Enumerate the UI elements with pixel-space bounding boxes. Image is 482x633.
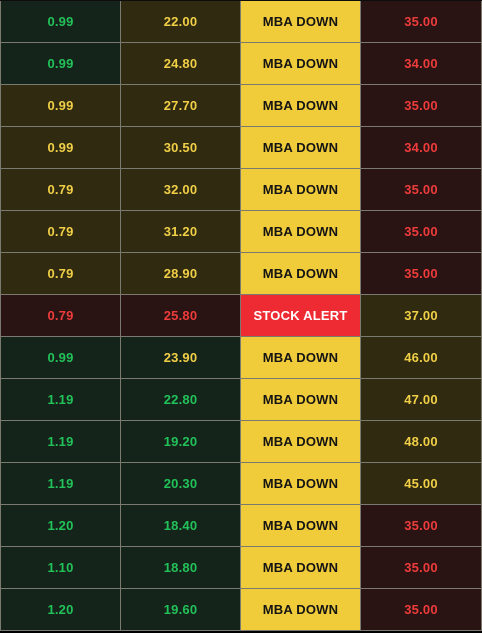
status-badge: MBA DOWN [241,379,361,421]
status-badge: MBA DOWN [241,43,361,85]
cell-col1: 0.79 [0,169,121,211]
cell-col4: 46.00 [361,337,482,379]
cell-col1: 0.79 [0,211,121,253]
cell-col2: 25.80 [121,295,241,337]
cell-col4: 34.00 [361,43,482,85]
cell-col1: 1.19 [0,379,121,421]
cell-col2: 23.90 [121,337,241,379]
cell-col2: 19.20 [121,421,241,463]
stock-alert-badge: STOCK ALERT [241,295,361,337]
cell-col1: 1.19 [0,421,121,463]
cell-col2: 19.60 [121,589,241,631]
cell-col4: 35.00 [361,505,482,547]
cell-col2: 27.70 [121,85,241,127]
cell-col4: 47.00 [361,379,482,421]
cell-col2: 22.80 [121,379,241,421]
status-badge: MBA DOWN [241,127,361,169]
cell-col2: 22.00 [121,1,241,43]
cell-col4: 35.00 [361,253,482,295]
cell-col2: 32.00 [121,169,241,211]
status-badge: MBA DOWN [241,505,361,547]
status-badge: MBA DOWN [241,589,361,631]
cell-col4: 37.00 [361,295,482,337]
status-badge: MBA DOWN [241,463,361,505]
status-badge: MBA DOWN [241,85,361,127]
cell-col1: 0.99 [0,43,121,85]
cell-col1: 0.99 [0,127,121,169]
cell-col2: 24.80 [121,43,241,85]
status-badge: MBA DOWN [241,421,361,463]
cell-col2: 18.40 [121,505,241,547]
cell-col4: 35.00 [361,1,482,43]
status-badge: MBA DOWN [241,169,361,211]
cell-col2: 30.50 [121,127,241,169]
status-badge: MBA DOWN [241,337,361,379]
cell-col4: 35.00 [361,211,482,253]
cell-col1: 1.20 [0,589,121,631]
cell-col4: 34.00 [361,127,482,169]
cell-col1: 0.79 [0,253,121,295]
cell-col4: 48.00 [361,421,482,463]
cell-col1: 1.10 [0,547,121,589]
cell-col4: 35.00 [361,589,482,631]
cell-col1: 1.20 [0,505,121,547]
cell-col4: 35.00 [361,169,482,211]
status-badge: MBA DOWN [241,1,361,43]
cell-col1: 0.99 [0,337,121,379]
cell-col1: 0.79 [0,295,121,337]
cell-col4: 45.00 [361,463,482,505]
status-badge: MBA DOWN [241,547,361,589]
cell-col1: 1.19 [0,463,121,505]
status-badge: MBA DOWN [241,253,361,295]
cell-col2: 18.80 [121,547,241,589]
cell-col1: 0.99 [0,85,121,127]
cell-col2: 31.20 [121,211,241,253]
cell-col1: 0.99 [0,1,121,43]
cell-col4: 35.00 [361,85,482,127]
cell-col4: 35.00 [361,547,482,589]
cell-col2: 20.30 [121,463,241,505]
cell-col2: 28.90 [121,253,241,295]
status-badge: MBA DOWN [241,211,361,253]
